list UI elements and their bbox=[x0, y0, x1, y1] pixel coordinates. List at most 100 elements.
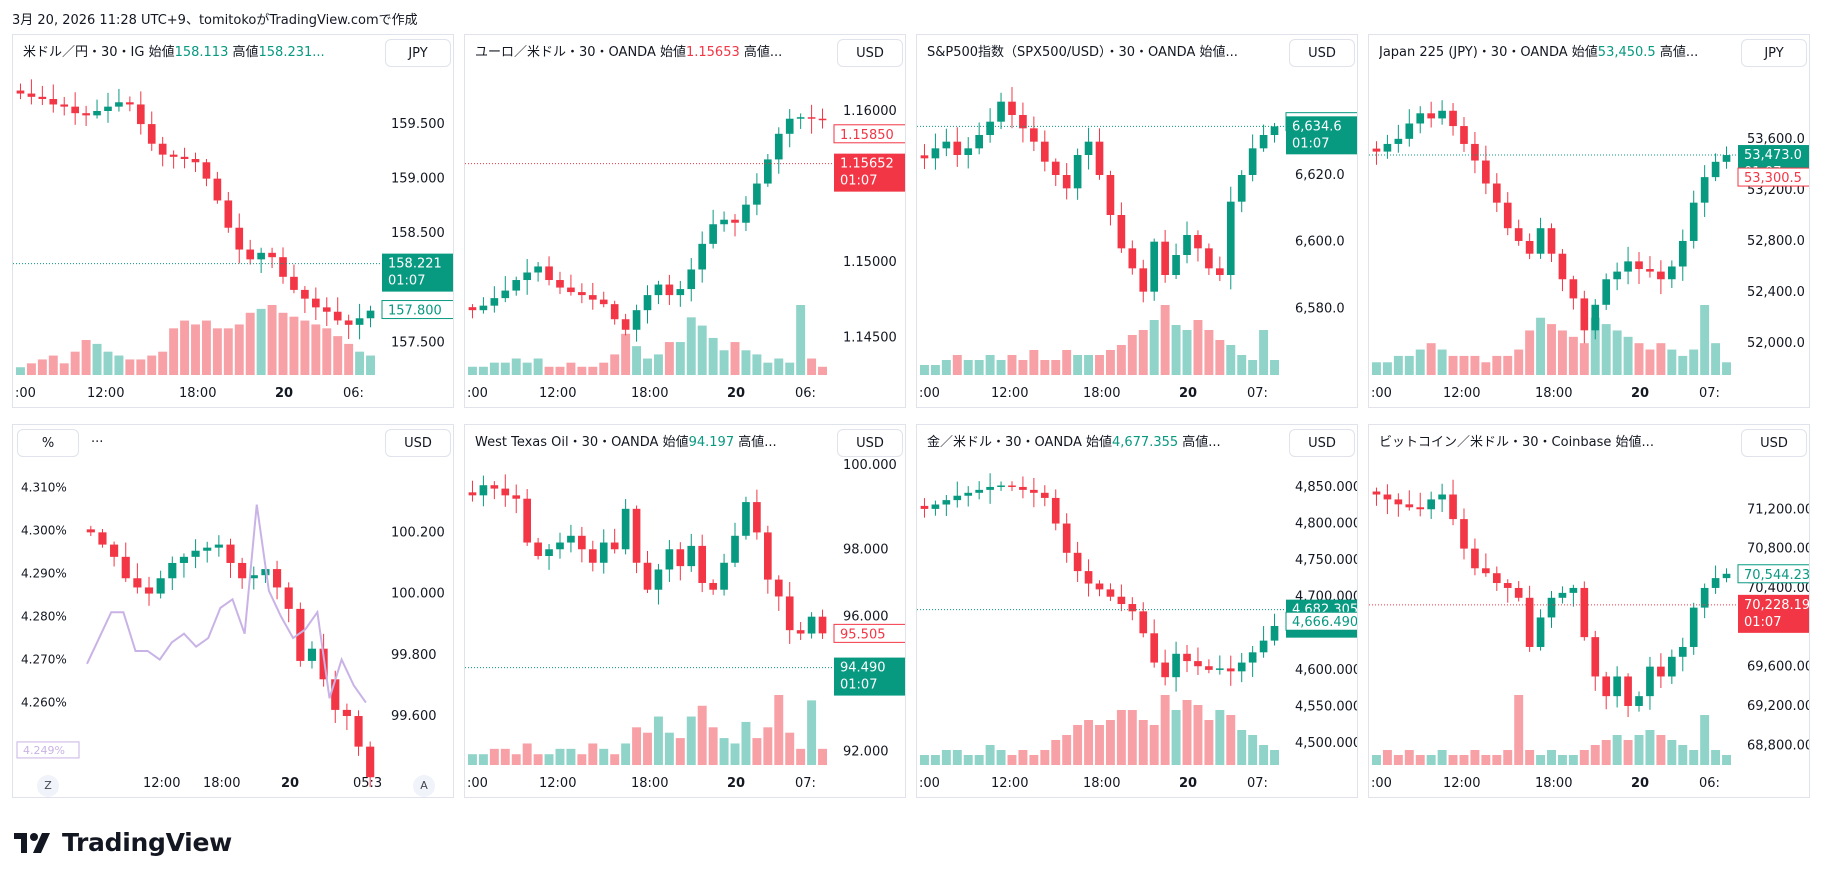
volume-bar bbox=[1634, 735, 1644, 765]
x-axis-tick-label: :00 bbox=[1371, 776, 1392, 791]
volume-bar bbox=[1481, 362, 1491, 375]
x-axis-tick-label: 18:00 bbox=[1083, 776, 1120, 791]
high-label: 高値... bbox=[739, 45, 783, 60]
candle-body bbox=[588, 295, 597, 300]
candle-body bbox=[942, 141, 951, 149]
x-axis-tick-label: 12:00 bbox=[1443, 386, 1480, 401]
candle-body bbox=[272, 569, 282, 588]
volume-bar bbox=[1678, 355, 1688, 375]
currency-button[interactable]: JPY bbox=[1741, 39, 1807, 67]
candle-body bbox=[1613, 676, 1621, 697]
currency-button[interactable]: USD bbox=[837, 429, 903, 457]
currency-button[interactable]: USD bbox=[837, 39, 903, 67]
candle-body bbox=[235, 227, 244, 250]
candle-body bbox=[774, 133, 783, 160]
candle-body bbox=[578, 292, 586, 296]
candle-body bbox=[202, 162, 211, 179]
currency-button[interactable]: USD bbox=[1289, 429, 1355, 457]
candle-body bbox=[1008, 101, 1016, 115]
chart-panel-1[interactable]: 米ドル／円・30・IG 始値158.113 高値158.231... JPY 159… bbox=[12, 34, 454, 408]
volume-bar bbox=[566, 748, 576, 765]
volume-bar bbox=[555, 366, 565, 375]
volume-bar bbox=[1204, 720, 1214, 765]
currency-button[interactable]: USD bbox=[1289, 39, 1355, 67]
volume-bar bbox=[1007, 355, 1017, 375]
candle-body bbox=[953, 141, 962, 155]
axis-tick-label: 6,620.0 bbox=[1295, 168, 1345, 183]
volume-bar bbox=[489, 362, 499, 375]
volume-bar bbox=[1204, 330, 1214, 375]
candle-body bbox=[27, 93, 36, 97]
x-axis-tick-label: 06: bbox=[795, 386, 816, 401]
volume-bar bbox=[621, 743, 631, 765]
volume-bar bbox=[1601, 324, 1611, 375]
candle-body bbox=[1128, 248, 1137, 269]
volume-bar bbox=[1051, 740, 1061, 765]
price-tag-value: 6,636.0 bbox=[1292, 116, 1342, 131]
x-axis-tick-label: :00 bbox=[1371, 386, 1392, 401]
candle-body bbox=[632, 508, 641, 563]
zoom-button[interactable]: Z bbox=[37, 775, 59, 797]
candle-body bbox=[98, 532, 107, 545]
volume-bar bbox=[136, 359, 146, 375]
candle-body bbox=[71, 106, 79, 114]
chart-panel-8[interactable]: ビットコイン／米ドル・30・Coinbase 始値... USD 71,200.00… bbox=[1368, 424, 1810, 798]
volume-bar bbox=[1492, 355, 1502, 375]
currency-button[interactable]: USD bbox=[385, 429, 451, 457]
axis-tick-label: 99.800 bbox=[391, 648, 437, 663]
candle-body bbox=[764, 159, 772, 184]
volume-bar bbox=[1711, 750, 1721, 765]
auto-scale-button[interactable]: A bbox=[413, 775, 435, 797]
candle-body bbox=[1150, 633, 1159, 663]
chart-panel-4[interactable]: Japan 225 (JPY)・30・OANDA 始値53,450.5 高値..… bbox=[1368, 34, 1810, 408]
currency-button[interactable]: JPY bbox=[385, 39, 451, 67]
chart-panel-7[interactable]: 金／米ドル・30・OANDA 始値4,677.355 高値... USD 4,850… bbox=[916, 424, 1358, 798]
candle-body bbox=[1547, 228, 1556, 254]
volume-bar bbox=[1393, 355, 1403, 375]
x-axis-tick-label: :00 bbox=[15, 386, 36, 401]
candle-body bbox=[1161, 241, 1169, 275]
price-tag-value: 4,666.490 bbox=[1292, 615, 1358, 630]
chart-panel-3[interactable]: S&P500指数（SPX500/USD）・30・OANDA 始値... USD 6,… bbox=[916, 34, 1358, 408]
candle-body bbox=[1030, 128, 1038, 142]
unit-button[interactable]: % bbox=[17, 429, 79, 457]
volume-bar bbox=[708, 727, 718, 765]
candle-body bbox=[1482, 568, 1490, 574]
candle-body bbox=[1019, 486, 1027, 490]
axis-tick-label: 96.000 bbox=[843, 610, 889, 625]
candle-body bbox=[1372, 491, 1381, 495]
volume-bar bbox=[1612, 330, 1622, 375]
volume-bar bbox=[180, 320, 190, 375]
candle-body bbox=[1471, 548, 1479, 569]
axis-tick-label: 157.500 bbox=[391, 335, 445, 350]
candle-body bbox=[599, 542, 608, 563]
volume-bar bbox=[48, 355, 58, 375]
candle-body bbox=[1449, 494, 1457, 520]
tradingview-wordmark: TradingView bbox=[62, 828, 232, 857]
volume-bar bbox=[478, 754, 488, 765]
candle-body bbox=[342, 709, 351, 717]
candle-body bbox=[501, 488, 510, 496]
currency-button[interactable]: USD bbox=[1741, 429, 1807, 457]
volume-bar bbox=[785, 362, 795, 375]
candle-body bbox=[1416, 113, 1425, 124]
volume-bar bbox=[1525, 330, 1535, 375]
volume-bar bbox=[1514, 695, 1524, 765]
chart-panel-6[interactable]: West Texas Oil・30・OANDA 始値94.197 高値... US… bbox=[464, 424, 906, 798]
open-label: 始値... bbox=[1611, 435, 1654, 450]
candle-body bbox=[720, 219, 728, 225]
volume-bar bbox=[1226, 715, 1236, 765]
candle-body bbox=[567, 535, 575, 543]
chart-panel-2[interactable]: ユーロ／米ドル・30・OANDA 始値1.15653 高値... USD 1.160… bbox=[464, 34, 906, 408]
chart-title: 米ドル／円・30・IG 始値158.113 高値158.231... bbox=[23, 41, 325, 60]
chart-title: Japan 225 (JPY)・30・OANDA 始値53,450.5 高値..… bbox=[1379, 41, 1698, 60]
candle-body bbox=[1383, 143, 1392, 152]
candle-body bbox=[344, 320, 353, 325]
volume-bar bbox=[741, 350, 751, 375]
volume-bar bbox=[1645, 730, 1655, 765]
axis-tick-label: 69,600.000 bbox=[1747, 660, 1810, 675]
chart-title: ユーロ／米ドル・30・OANDA 始値1.15653 高値... bbox=[475, 41, 782, 60]
candle-body bbox=[284, 587, 293, 609]
chart-panel-5[interactable]: ... USD% 4.310% 4.300% 4.290% 4.280% 4.270% 4.2… bbox=[12, 424, 454, 798]
candle-body bbox=[621, 508, 630, 550]
